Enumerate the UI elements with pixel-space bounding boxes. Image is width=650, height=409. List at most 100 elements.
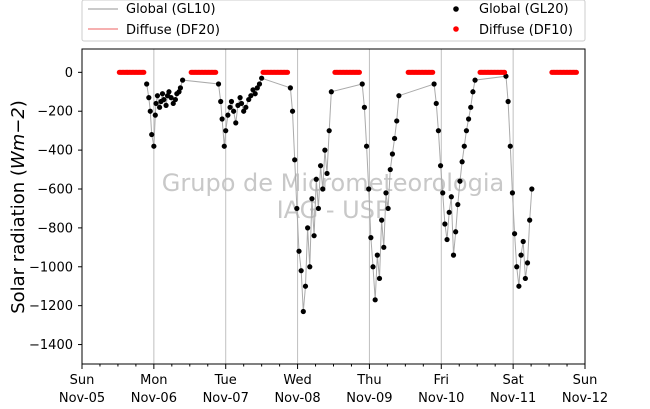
y-axis: 0 −200 −400 −600 −800 −1000 −1200 −1400 — [29, 66, 82, 353]
point-global-gl20 — [366, 186, 372, 192]
point-diffuse-night — [213, 69, 219, 75]
point-global-gl20 — [218, 98, 224, 105]
point-global-gl20 — [505, 98, 511, 105]
point-global-gl20 — [470, 89, 476, 95]
point-global-gl20 — [256, 81, 263, 87]
point-global-gl20 — [468, 104, 474, 110]
legend-label-df10: Diffuse (DF10) — [479, 23, 573, 38]
point-global-gl20 — [233, 120, 239, 126]
point-global-gl20 — [246, 96, 252, 103]
point-global-gl20 — [435, 128, 442, 134]
point-global-gl20 — [465, 116, 472, 122]
point-global-gl20 — [146, 95, 152, 101]
point-global-gl20 — [507, 143, 513, 149]
point-global-gl20 — [149, 131, 155, 138]
point-global-gl20 — [154, 93, 161, 99]
point-global-gl20 — [450, 252, 457, 258]
point-global-gl20 — [368, 235, 374, 241]
y-tick-label: −400 — [37, 144, 73, 159]
point-global-gl20 — [440, 190, 446, 196]
x-tick-label-day: Sat — [502, 373, 523, 388]
point-diffuse-night — [356, 69, 362, 75]
point-global-gl20 — [520, 238, 526, 245]
x-tick-label-date: Nov-07 — [203, 391, 249, 406]
point-global-gl20 — [453, 229, 459, 235]
point-global-gl20 — [459, 159, 465, 165]
point-global-gl20 — [437, 163, 444, 169]
point-global-gl20 — [259, 75, 265, 81]
point-global-gl20 — [457, 178, 463, 184]
x-tick-label-day: Mon — [140, 373, 167, 388]
point-global-gl20 — [144, 81, 150, 87]
point-global-gl20 — [463, 128, 470, 134]
point-global-gl20 — [237, 95, 243, 101]
point-global-gl20 — [522, 275, 528, 282]
point-global-gl20 — [221, 143, 227, 149]
point-global-gl20 — [287, 85, 293, 91]
legend-dot-df10 — [453, 26, 459, 32]
x-tick-label-day: Fri — [434, 373, 450, 388]
point-global-gl20 — [391, 135, 398, 142]
y-tick-label: −600 — [37, 183, 73, 198]
y-axis-label: Solar radiation (Wm−2) — [8, 100, 29, 314]
point-global-gl20 — [161, 96, 167, 103]
x-tick-label-date: Nov-12 — [562, 391, 608, 406]
point-global-gl20 — [385, 205, 391, 212]
point-global-gl20 — [455, 201, 461, 208]
point-global-gl20 — [527, 217, 533, 223]
point-global-gl20 — [296, 248, 302, 254]
point-diffuse-night — [501, 69, 508, 75]
point-global-gl20 — [374, 252, 380, 258]
point-global-gl20 — [228, 98, 235, 105]
point-global-gl20 — [324, 170, 330, 177]
point-global-gl20 — [177, 85, 184, 91]
y-tick-label: −200 — [37, 105, 73, 120]
x-tick-label-date: Nov-11 — [490, 391, 536, 406]
point-global-gl20 — [359, 81, 365, 87]
point-global-gl20 — [151, 143, 157, 149]
point-global-gl20 — [180, 77, 186, 83]
point-global-gl20 — [153, 100, 159, 107]
point-global-gl20 — [292, 157, 298, 163]
point-global-gl20 — [305, 225, 311, 231]
point-global-gl20 — [518, 252, 524, 258]
x-tick-label-day: Wed — [283, 373, 311, 388]
point-global-gl20 — [315, 205, 322, 212]
y-tick-label: −1200 — [29, 299, 73, 314]
point-global-gl20 — [376, 275, 383, 282]
watermark-line-2: IAG - USP — [277, 196, 390, 224]
y-tick-label: −800 — [37, 221, 73, 236]
point-global-gl20 — [381, 244, 387, 250]
point-global-gl20 — [294, 205, 300, 212]
y-tick-label: −1400 — [29, 338, 73, 353]
point-global-gl20 — [152, 112, 158, 118]
point-global-gl20 — [394, 118, 400, 124]
x-tick-label-day: Sun — [70, 373, 95, 388]
point-global-gl20 — [219, 116, 225, 122]
x-tick-label-date: Nov-10 — [418, 391, 464, 406]
point-global-gl20 — [172, 96, 179, 103]
point-diffuse-night — [573, 69, 579, 75]
point-global-gl20 — [170, 100, 176, 107]
point-global-gl20 — [372, 297, 378, 303]
x-tick-label-date: Nov-09 — [346, 391, 392, 406]
x-tick-label-date: Nov-08 — [274, 391, 320, 406]
point-global-gl20 — [302, 283, 309, 289]
point-global-gl20 — [241, 108, 247, 114]
point-diffuse-night — [284, 69, 291, 75]
point-global-gl20 — [396, 93, 402, 99]
point-global-gl20 — [509, 190, 516, 196]
point-global-gl20 — [215, 81, 222, 87]
point-global-gl20 — [431, 81, 437, 87]
x-tick-label-day: Tue — [214, 373, 237, 388]
point-diffuse-night — [141, 69, 147, 75]
point-global-gl20 — [250, 87, 256, 93]
point-global-gl20 — [379, 217, 385, 223]
point-global-gl20 — [300, 308, 306, 315]
point-global-gl20 — [524, 260, 531, 266]
x-axis: Sun Nov-05 Mon Nov-06 Tue Nov-07 Wed Nov-08 Thu N… — [59, 364, 608, 406]
legend-label-gl10: Global (GL10) — [126, 2, 216, 17]
point-global-gl20 — [225, 112, 231, 118]
point-global-gl20 — [514, 264, 520, 270]
